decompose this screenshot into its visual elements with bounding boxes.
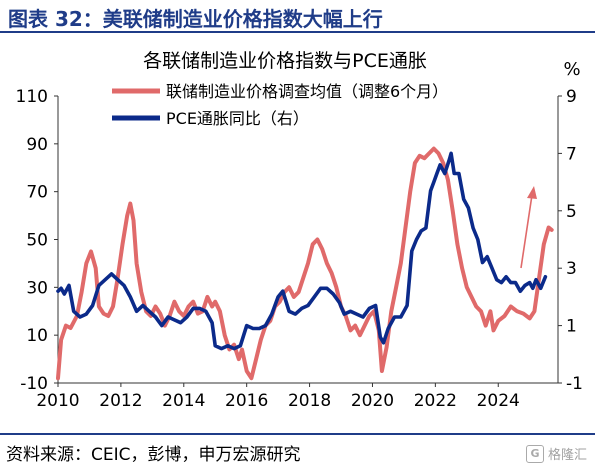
x-tick-label: 2022 bbox=[414, 391, 457, 411]
left-tick-label: 30 bbox=[26, 278, 48, 298]
title-divider bbox=[0, 31, 595, 33]
right-tick-label: 9 bbox=[566, 87, 577, 107]
left-tick-label: 90 bbox=[26, 135, 48, 155]
x-tick-label: 2014 bbox=[162, 391, 205, 411]
right-tick-label: 7 bbox=[566, 144, 577, 164]
watermark-text: 格隆汇 bbox=[547, 448, 587, 463]
right-tick-label: 3 bbox=[566, 259, 577, 279]
legend-label-pce: PCE通胀同比（右） bbox=[166, 109, 309, 128]
chart: 各联储制造业价格指数与PCE通胀 % -10 10 30 50 70 90 110 -1 1 3… bbox=[16, 50, 583, 411]
trend-arrow-head bbox=[527, 186, 537, 199]
trend-arrow-shaft bbox=[520, 194, 533, 269]
x-tick-label: 2010 bbox=[36, 391, 79, 411]
legend-label-survey: 联储制造业价格调查均值（调整6个月） bbox=[166, 82, 448, 101]
left-tick-label: 70 bbox=[26, 183, 48, 203]
left-tick-label: -10 bbox=[20, 374, 48, 394]
watermark: G 格隆汇 bbox=[525, 444, 587, 463]
x-tick-label: 2020 bbox=[351, 391, 394, 411]
figure-title: 图表 32：美联储制造业价格指数大幅上行 bbox=[8, 7, 383, 31]
right-axis: -1 1 3 5 7 9 bbox=[558, 87, 583, 394]
trend-arrow bbox=[520, 186, 537, 269]
series-line-survey bbox=[56, 146, 554, 381]
left-tick-label: 110 bbox=[16, 87, 48, 107]
x-tick-label: 2024 bbox=[477, 391, 520, 411]
x-tick-label: 2012 bbox=[99, 391, 142, 411]
right-axis-unit: % bbox=[563, 59, 580, 80]
series-line-pce bbox=[56, 151, 548, 351]
x-tick-label: 2016 bbox=[225, 391, 268, 411]
chart-title: 各联储制造业价格指数与PCE通胀 bbox=[143, 50, 427, 72]
footer-divider bbox=[0, 433, 595, 435]
source-note: 资料来源：CEIC，彭博，申万宏源研究 bbox=[6, 445, 301, 465]
left-tick-label: 10 bbox=[26, 326, 48, 346]
x-axis: 2010 2012 2014 2016 2018 2020 2022 2024 bbox=[36, 383, 520, 411]
left-axis: -10 10 30 50 70 90 110 bbox=[16, 87, 58, 394]
legend: 联储制造业价格调查均值（调整6个月） PCE通胀同比（右） bbox=[112, 82, 448, 128]
series-layer bbox=[56, 146, 554, 381]
watermark-logo-icon: G bbox=[525, 444, 544, 463]
x-tick-label: 2018 bbox=[288, 391, 331, 411]
right-tick-label: 1 bbox=[566, 317, 577, 337]
right-tick-label: -1 bbox=[566, 374, 583, 394]
left-tick-label: 50 bbox=[26, 231, 48, 251]
right-tick-label: 5 bbox=[566, 202, 577, 222]
